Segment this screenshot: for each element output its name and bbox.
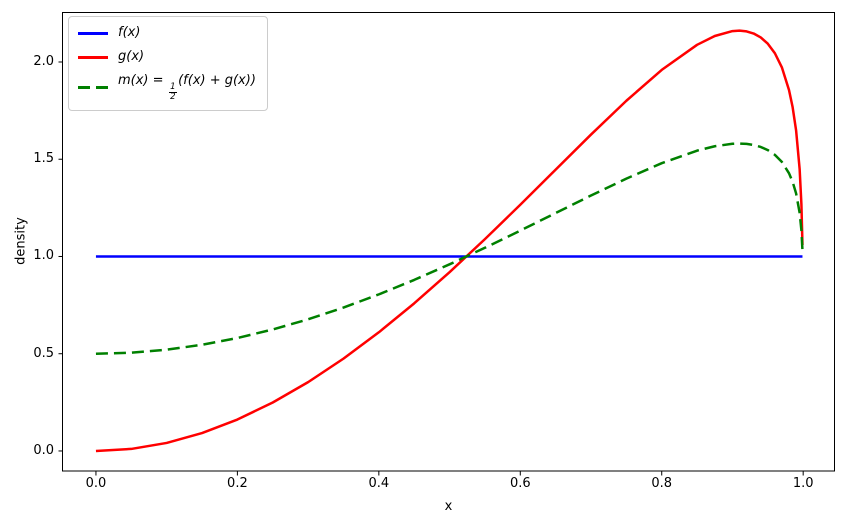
y-tick-label: 0.0 <box>33 442 54 458</box>
legend: f(x) g(x) m(x) = 1 2 (f(x) + g(x)) <box>68 16 268 111</box>
legend-line-sample-f <box>78 31 108 35</box>
y-tick-label: 1.0 <box>33 248 54 264</box>
legend-label-g: g(x) <box>118 49 145 64</box>
fraction-numerator: 1 <box>168 82 178 93</box>
x-tick-label: 0.0 <box>85 476 107 491</box>
legend-line-sample-g <box>78 55 108 59</box>
legend-label-m: m(x) = 1 2 (f(x) + g(x)) <box>118 73 256 102</box>
legend-item-g: g(x) <box>78 49 256 65</box>
x-tick-label: 0.6 <box>509 476 531 491</box>
x-tick-label: 1.0 <box>792 476 814 491</box>
m-curve <box>95 142 804 355</box>
y-tick-label: 1.5 <box>33 151 54 167</box>
x-tick-label: 0.4 <box>368 476 390 491</box>
g-curve <box>95 29 804 453</box>
x-axis-label: x <box>444 499 453 514</box>
legend-item-m: m(x) = 1 2 (f(x) + g(x)) <box>78 73 256 102</box>
fraction-denominator: 2 <box>170 91 176 102</box>
legend-label-f: f(x) <box>118 25 141 40</box>
legend-line-sample-m <box>78 85 108 89</box>
y-axis-label: density <box>13 217 29 265</box>
x-tick-label: 0.2 <box>227 476 248 491</box>
legend-label-m-suffix: (f(x) + g(x)) <box>178 73 256 88</box>
y-tick-label: 0.5 <box>33 345 54 361</box>
y-tick-label: 2.0 <box>33 53 54 69</box>
series-lines <box>95 29 804 453</box>
legend-label-m-prefix: m(x) = <box>118 73 168 88</box>
plot-border <box>62 12 835 472</box>
tick-marks <box>58 61 804 476</box>
legend-item-f: f(x) <box>78 25 256 41</box>
x-tick-label: 0.8 <box>651 476 673 491</box>
